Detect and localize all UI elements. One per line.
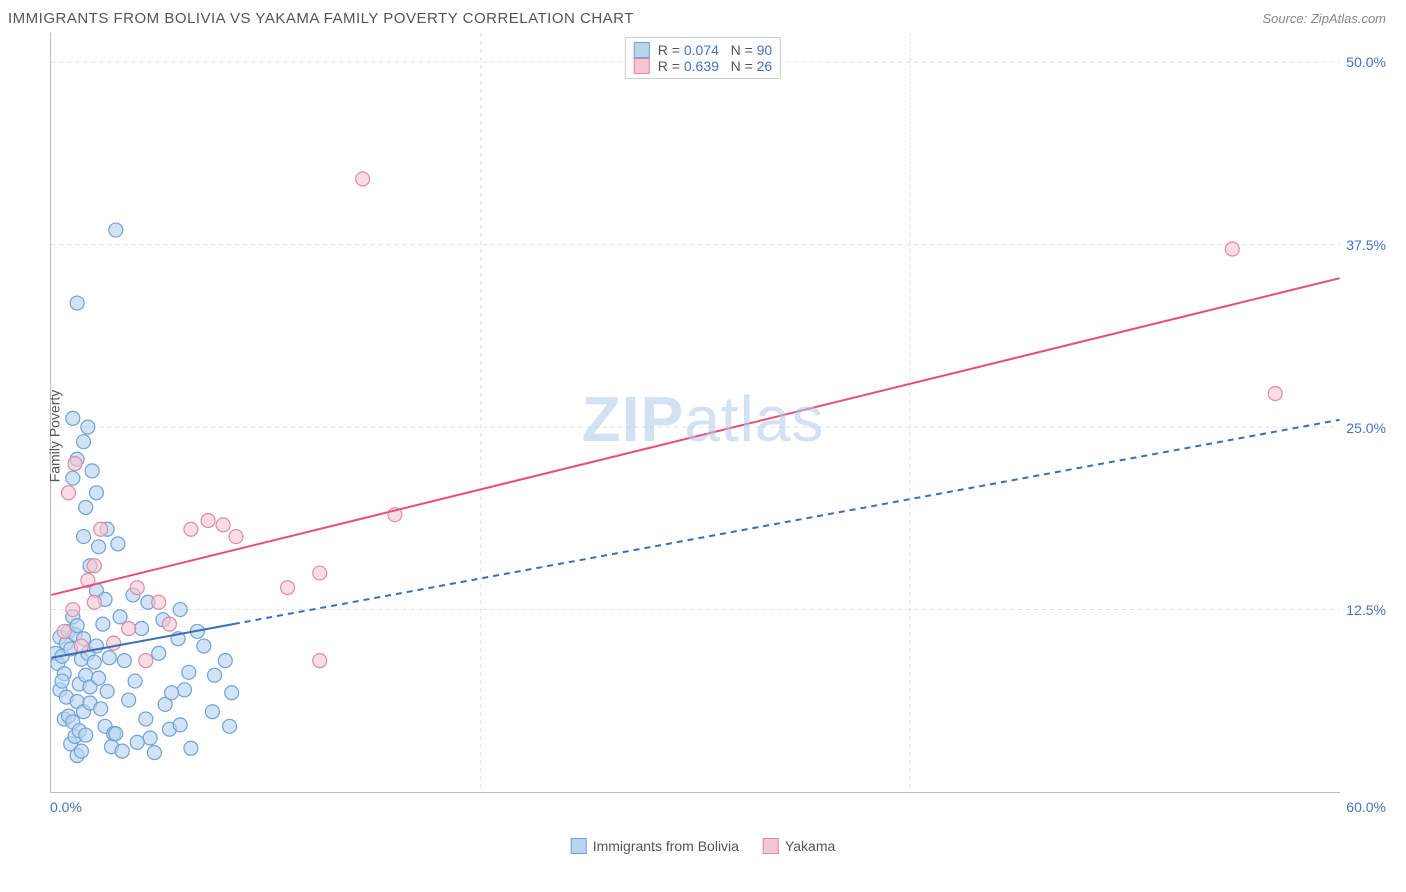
stat-text: R = 0.074 N = 90 <box>658 42 772 58</box>
stat-text: R = 0.639 N = 26 <box>658 58 772 74</box>
data-point <box>79 728 93 742</box>
y-tick-label: 37.5% <box>1346 237 1386 253</box>
legend-swatch <box>634 58 650 74</box>
data-point <box>92 671 106 685</box>
data-point <box>89 486 103 500</box>
data-point <box>70 296 84 310</box>
chart-area: Family Poverty ZIPatlas 12.5%25.0%37.5%5… <box>0 33 1406 838</box>
y-tick-label: 12.5% <box>1346 602 1386 618</box>
y-axis-label: Family Poverty <box>46 389 62 482</box>
data-point <box>152 595 166 609</box>
stat-legend: R = 0.074 N = 90R = 0.639 N = 26 <box>625 37 781 79</box>
data-point <box>139 712 153 726</box>
data-point <box>229 530 243 544</box>
data-point <box>102 651 116 665</box>
data-point <box>1225 242 1239 256</box>
data-point <box>216 518 230 532</box>
chart-header: IMMIGRANTS FROM BOLIVIA VS YAKAMA FAMILY… <box>0 0 1406 33</box>
data-point <box>173 603 187 617</box>
data-point <box>81 420 95 434</box>
data-point <box>201 514 215 528</box>
data-point <box>128 674 142 688</box>
data-point <box>92 540 106 554</box>
data-point <box>143 731 157 745</box>
data-point <box>225 686 239 700</box>
trend-line-dashed <box>234 420 1340 624</box>
data-point <box>74 744 88 758</box>
legend-item: Yakama <box>763 838 835 854</box>
chart-title: IMMIGRANTS FROM BOLIVIA VS YAKAMA FAMILY… <box>8 10 634 27</box>
data-point <box>87 559 101 573</box>
data-point <box>57 624 71 638</box>
data-point <box>281 581 295 595</box>
data-point <box>173 718 187 732</box>
scatter-plot <box>50 33 1340 793</box>
data-point <box>130 735 144 749</box>
data-point <box>1268 387 1282 401</box>
data-point <box>62 486 76 500</box>
data-point <box>111 537 125 551</box>
data-point <box>184 741 198 755</box>
legend-item: Immigrants from Bolivia <box>571 838 739 854</box>
data-point <box>162 617 176 631</box>
data-point <box>115 744 129 758</box>
legend-label: Immigrants from Bolivia <box>593 838 739 854</box>
data-point <box>177 683 191 697</box>
data-point <box>139 654 153 668</box>
data-point <box>68 457 82 471</box>
data-point <box>94 522 108 536</box>
data-point <box>94 702 108 716</box>
x-max-label: 60.0% <box>1346 799 1386 815</box>
data-point <box>85 464 99 478</box>
data-point <box>223 719 237 733</box>
data-point <box>66 603 80 617</box>
source-label: Source: ZipAtlas.com <box>1262 11 1386 26</box>
data-point <box>208 668 222 682</box>
data-point <box>152 646 166 660</box>
data-point <box>87 655 101 669</box>
data-point <box>165 686 179 700</box>
y-tick-label: 25.0% <box>1346 420 1386 436</box>
legend-label: Yakama <box>785 838 835 854</box>
trend-line <box>51 278 1339 595</box>
data-point <box>96 617 110 631</box>
legend-swatch <box>763 838 779 854</box>
data-point <box>70 619 84 633</box>
data-point <box>356 172 370 186</box>
data-point <box>79 500 93 514</box>
data-point <box>313 654 327 668</box>
data-point <box>184 522 198 536</box>
data-point <box>117 654 131 668</box>
data-point <box>66 471 80 485</box>
legend-swatch <box>571 838 587 854</box>
data-point <box>313 566 327 580</box>
data-point <box>205 705 219 719</box>
data-point <box>77 435 91 449</box>
data-point <box>147 746 161 760</box>
data-point <box>109 223 123 237</box>
data-point <box>135 622 149 636</box>
x-origin-label: 0.0% <box>50 799 82 815</box>
stat-legend-row: R = 0.639 N = 26 <box>634 58 772 74</box>
data-point <box>218 654 232 668</box>
legend-swatch <box>634 42 650 58</box>
data-point <box>113 610 127 624</box>
data-point <box>182 665 196 679</box>
data-point <box>122 693 136 707</box>
data-point <box>87 595 101 609</box>
data-point <box>122 622 136 636</box>
data-point <box>55 674 69 688</box>
data-point <box>197 639 211 653</box>
data-point <box>66 411 80 425</box>
data-point <box>109 727 123 741</box>
stat-legend-row: R = 0.074 N = 90 <box>634 42 772 58</box>
series-legend: Immigrants from Bolivia Yakama <box>571 838 836 854</box>
data-point <box>77 530 91 544</box>
y-tick-label: 50.0% <box>1346 54 1386 70</box>
data-point <box>100 684 114 698</box>
data-point <box>130 581 144 595</box>
